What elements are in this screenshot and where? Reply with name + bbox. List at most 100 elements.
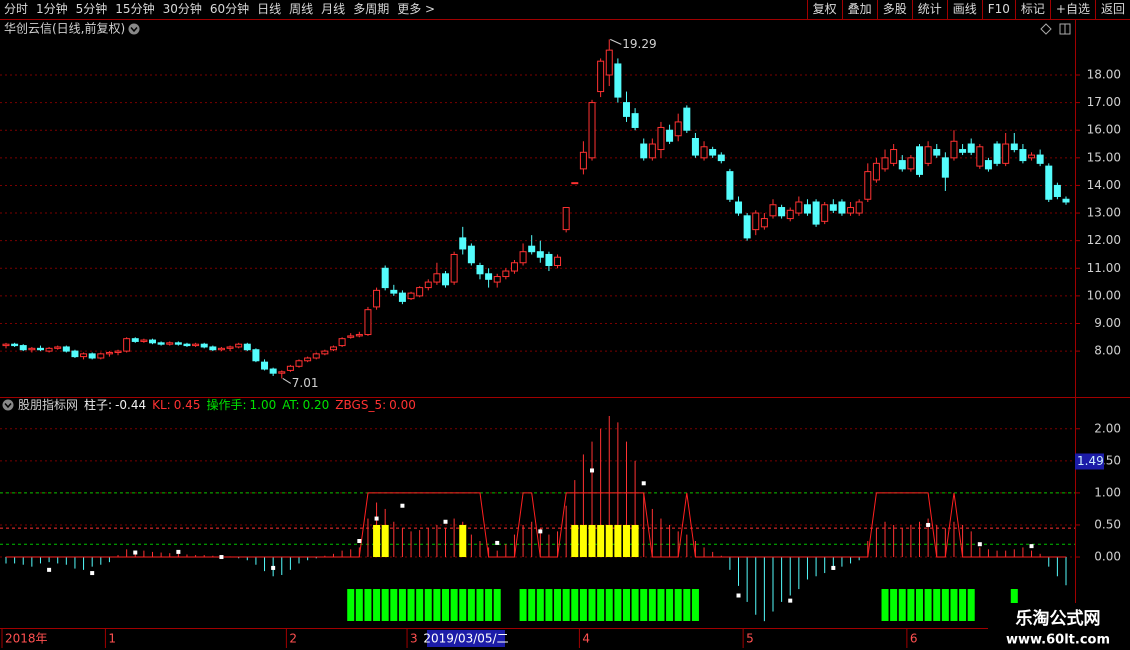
- chart-title: 华创云信(日线,前复权): [4, 21, 125, 36]
- candle-body: [976, 146, 984, 167]
- toolbar-button[interactable]: 分时: [4, 2, 29, 16]
- candle-body: [62, 346, 70, 352]
- candle-body: [1062, 198, 1070, 203]
- watermark-title: 乐淘公式网: [1016, 608, 1101, 629]
- toolbar-button[interactable]: 多股: [876, 0, 912, 19]
- candle-body: [174, 342, 182, 345]
- candle-body: [605, 49, 613, 76]
- candle-body: [881, 157, 889, 170]
- candle-body: [407, 292, 415, 300]
- toolbar-button[interactable]: 5分钟: [75, 2, 108, 16]
- zone-block: [915, 589, 923, 621]
- toolbar-button[interactable]: 月线: [321, 2, 346, 16]
- zone-block: [691, 589, 699, 621]
- y-tick-label: 9.00: [1094, 316, 1121, 330]
- candle-body: [355, 334, 363, 337]
- candle-body: [131, 338, 139, 342]
- toolbar-button[interactable]: 统计: [911, 0, 947, 19]
- candle-body: [88, 353, 96, 359]
- zone-block: [476, 589, 484, 621]
- candle-body: [631, 113, 639, 128]
- zone-block: [416, 589, 424, 621]
- candle-body: [545, 253, 553, 267]
- candle-body: [967, 143, 975, 153]
- zone-block: [536, 589, 544, 621]
- toolbar-button[interactable]: 15分钟: [115, 2, 155, 16]
- legend-value: 0.20: [303, 398, 330, 412]
- signal-bar: [605, 524, 613, 558]
- candle-body: [1028, 154, 1036, 159]
- toolbar-button[interactable]: 1分钟: [36, 2, 68, 16]
- toolbar-button[interactable]: 叠加: [841, 0, 877, 19]
- toolbar-button[interactable]: 更多 >: [397, 2, 436, 16]
- indicator-dot: [736, 593, 741, 598]
- candle-body: [1045, 165, 1053, 200]
- signal-bar: [373, 524, 381, 558]
- candle-body: [123, 338, 131, 352]
- candle-body: [648, 143, 656, 159]
- candle-body: [872, 162, 880, 181]
- title-menu-icon[interactable]: [128, 23, 140, 35]
- zone-block: [881, 589, 889, 621]
- indicator-dot: [271, 565, 276, 570]
- legend-name: 操作手:: [206, 397, 246, 412]
- toolbar-button[interactable]: 60分钟: [209, 2, 250, 16]
- zone-block: [959, 589, 967, 621]
- signal-bar: [579, 524, 587, 558]
- indicator-dot: [219, 555, 224, 560]
- zone-block: [666, 589, 674, 621]
- candle-body: [261, 361, 269, 370]
- zone-block: [398, 589, 406, 621]
- cursor-date: 2019/03/05/二: [423, 632, 508, 646]
- zone-block: [364, 589, 372, 621]
- toolbar-button[interactable]: +自选: [1049, 0, 1095, 19]
- candle-body: [19, 345, 27, 351]
- zone-block: [433, 589, 441, 621]
- indicator-dot: [977, 542, 982, 547]
- toolbar-button[interactable]: F10: [981, 0, 1015, 19]
- y-tick-label: 12.00: [1087, 233, 1121, 247]
- toolbar-button[interactable]: 周线: [289, 2, 314, 16]
- toolbar-button[interactable]: 多周期: [353, 2, 390, 16]
- candle-body: [760, 218, 768, 228]
- y-tick-label: 10.00: [1087, 288, 1121, 302]
- cursor-date-box: [427, 630, 505, 647]
- annotation-pointer: [282, 378, 292, 384]
- candle-body: [295, 360, 303, 367]
- toolbar-button[interactable]: 日线: [257, 2, 282, 16]
- candle-body: [786, 209, 794, 220]
- candle-body: [192, 343, 200, 347]
- candle-body: [11, 343, 19, 347]
- toolbar-button[interactable]: 返回: [1094, 0, 1130, 19]
- legend-value: 0.45: [174, 398, 201, 412]
- indicator-dot: [133, 550, 138, 555]
- indicator-dot: [641, 481, 646, 486]
- indicator-menu-icon[interactable]: [2, 399, 14, 411]
- max-annotation: 19.29: [622, 37, 656, 51]
- toolbar-button[interactable]: 标记: [1014, 0, 1050, 19]
- candle-body: [105, 351, 113, 355]
- zone-block: [683, 589, 691, 621]
- watermark-url: www.60lt.com: [1006, 633, 1110, 648]
- candle-body: [950, 140, 958, 159]
- zone-block: [442, 589, 450, 621]
- candle-body: [493, 276, 501, 283]
- toolbar-button[interactable]: 复权: [806, 0, 842, 19]
- candle-body: [485, 273, 493, 280]
- zone-block: [347, 589, 355, 621]
- candle-body: [1019, 149, 1027, 162]
- y-tick-label: 11.00: [1087, 261, 1121, 275]
- zone-block: [390, 589, 398, 621]
- diamond-icon[interactable]: [1040, 23, 1052, 35]
- candle-body: [183, 343, 191, 347]
- candle-body: [54, 346, 62, 349]
- signal-bar: [614, 524, 622, 558]
- candle-body: [433, 273, 441, 283]
- toolbar-button[interactable]: 30分钟: [162, 2, 202, 16]
- indicator-dot: [1029, 544, 1034, 549]
- toolbar-button[interactable]: 画线: [946, 0, 982, 19]
- candle-body: [657, 126, 665, 151]
- candle-body: [700, 146, 708, 159]
